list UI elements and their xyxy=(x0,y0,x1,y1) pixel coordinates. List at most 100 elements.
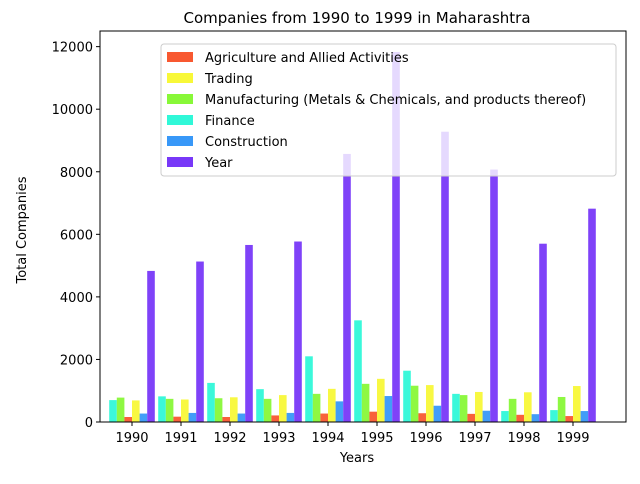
bar-trading-1992 xyxy=(230,397,238,422)
bar-finance-1990 xyxy=(109,400,117,422)
legend-label: Construction xyxy=(205,135,288,150)
bar-agriculture-and-allied-activities-1991 xyxy=(173,416,181,422)
bar-finance-1992 xyxy=(207,382,215,422)
bar-agriculture-and-allied-activities-1997 xyxy=(467,413,475,422)
bar-trading-1999 xyxy=(573,386,581,422)
bar-year-1998 xyxy=(539,243,547,422)
bar-manufacturing-metals-chemicals-and-products-thereof-1990 xyxy=(116,397,125,422)
bar-finance-1997 xyxy=(452,393,460,422)
bar-manufacturing-metals-chemicals-and-products-thereof-1999 xyxy=(557,396,566,422)
bar-agriculture-and-allied-activities-1992 xyxy=(222,417,230,422)
legend-label: Trading xyxy=(204,72,253,87)
bar-finance-1995 xyxy=(354,320,362,422)
bar-agriculture-and-allied-activities-1999 xyxy=(565,416,573,422)
bar-manufacturing-metals-chemicals-and-products-thereof-1996 xyxy=(410,385,419,422)
y-tick-label: 12000 xyxy=(52,41,93,56)
legend-label: Agriculture and Allied Activities xyxy=(205,51,409,66)
x-tick-label: 1992 xyxy=(213,431,246,446)
bar-finance-1994 xyxy=(305,356,313,422)
bar-trading-1991 xyxy=(181,399,189,422)
bar-manufacturing-metals-chemicals-and-products-thereof-1993 xyxy=(263,398,272,422)
legend-box xyxy=(160,43,617,177)
bar-agriculture-and-allied-activities-1993 xyxy=(271,415,279,422)
bar-agriculture-and-allied-activities-1996 xyxy=(418,413,426,422)
x-tick-label: 1995 xyxy=(360,431,393,446)
bar-finance-1993 xyxy=(256,389,264,422)
x-tick-label: 1997 xyxy=(458,431,491,446)
legend-swatch xyxy=(167,73,193,83)
bar-year-1991 xyxy=(196,261,204,422)
bar-manufacturing-metals-chemicals-and-products-thereof-1992 xyxy=(214,398,223,422)
bar-trading-1997 xyxy=(475,391,483,422)
bar-manufacturing-metals-chemicals-and-products-thereof-1995 xyxy=(361,383,370,422)
y-tick-label: 2000 xyxy=(60,353,93,368)
y-tick-label: 10000 xyxy=(52,103,93,118)
bar-construction-1993 xyxy=(286,412,295,422)
y-tick-label: 4000 xyxy=(60,291,93,306)
legend-label: Manufacturing (Metals & Chemicals, and p… xyxy=(205,93,586,108)
bar-agriculture-and-allied-activities-1995 xyxy=(369,411,377,422)
bar-year-1996 xyxy=(441,131,449,422)
bars xyxy=(109,51,596,423)
legend-swatch xyxy=(167,136,193,146)
x-axis-ticks: 1990 1991 1992 1993 1994 1995 1996 1997 1998 1999 xyxy=(115,422,590,446)
x-tick-label: 1993 xyxy=(262,431,295,446)
bar-manufacturing-metals-chemicals-and-products-thereof-1991 xyxy=(165,398,174,422)
y-tick-label: 6000 xyxy=(60,228,93,243)
plot-frame xyxy=(99,30,627,423)
bar-trading-1993 xyxy=(279,395,287,422)
bar-construction-1996 xyxy=(433,405,442,422)
bar-agriculture-and-allied-activities-1998 xyxy=(516,414,524,422)
bar-construction-1997 xyxy=(482,410,491,422)
y-tick-label: 0 xyxy=(85,416,93,431)
bar-manufacturing-metals-chemicals-and-products-thereof-1998 xyxy=(508,398,517,422)
legend-swatch xyxy=(167,115,193,125)
bar-year-1995 xyxy=(392,51,400,423)
bar-year-1993 xyxy=(294,241,302,422)
legend-label: Finance xyxy=(205,114,255,129)
x-tick-label: 1998 xyxy=(507,431,540,446)
bar-finance-1996 xyxy=(403,370,411,422)
bar-construction-1992 xyxy=(237,413,246,422)
x-tick-label: 1999 xyxy=(556,431,589,446)
x-tick-label: 1996 xyxy=(409,431,442,446)
x-tick-label: 1991 xyxy=(164,431,197,446)
bar-finance-1999 xyxy=(550,410,558,422)
bar-finance-1991 xyxy=(158,396,166,422)
bar-agriculture-and-allied-activities-1990 xyxy=(124,417,132,422)
y-tick-label: 8000 xyxy=(60,166,93,181)
chart-title: Companies from 1990 to 1999 in Maharasht… xyxy=(183,9,530,27)
bar-manufacturing-metals-chemicals-and-products-thereof-1994 xyxy=(312,393,321,422)
x-tick-label: 1990 xyxy=(115,431,148,446)
bar-construction-1994 xyxy=(335,401,344,422)
bar-year-1997 xyxy=(490,169,498,422)
bar-year-1999 xyxy=(588,208,596,422)
legend: Agriculture and Allied Activities Trading… xyxy=(160,43,617,177)
bar-trading-1995 xyxy=(377,378,385,422)
bar-finance-1998 xyxy=(501,411,509,422)
bar-trading-1998 xyxy=(524,392,532,422)
bar-construction-1995 xyxy=(384,396,393,422)
bar-trading-1990 xyxy=(132,400,140,422)
bar-trading-1996 xyxy=(426,385,434,422)
legend-label: Year xyxy=(204,156,233,171)
legend-swatch xyxy=(167,52,193,62)
bar-construction-1998 xyxy=(531,414,540,422)
bar-year-1994 xyxy=(343,153,351,422)
bar-manufacturing-metals-chemicals-and-products-thereof-1997 xyxy=(459,395,468,422)
bar-construction-1990 xyxy=(139,413,148,422)
x-axis-label: Years xyxy=(339,451,375,466)
x-tick-label: 1994 xyxy=(311,431,344,446)
y-axis-label: Total Companies xyxy=(15,176,30,284)
y-axis-ticks: 0 2000 4000 6000 8000 10000 12000 xyxy=(52,41,100,431)
legend-swatch xyxy=(167,94,193,104)
bar-agriculture-and-allied-activities-1994 xyxy=(320,413,328,422)
legend-swatch xyxy=(167,157,193,167)
axes xyxy=(99,30,627,423)
bar-trading-1994 xyxy=(328,388,336,422)
bar-construction-1999 xyxy=(580,411,589,422)
bar-year-1990 xyxy=(147,270,155,422)
bar-construction-1991 xyxy=(188,412,197,422)
bar-year-1992 xyxy=(245,244,253,422)
